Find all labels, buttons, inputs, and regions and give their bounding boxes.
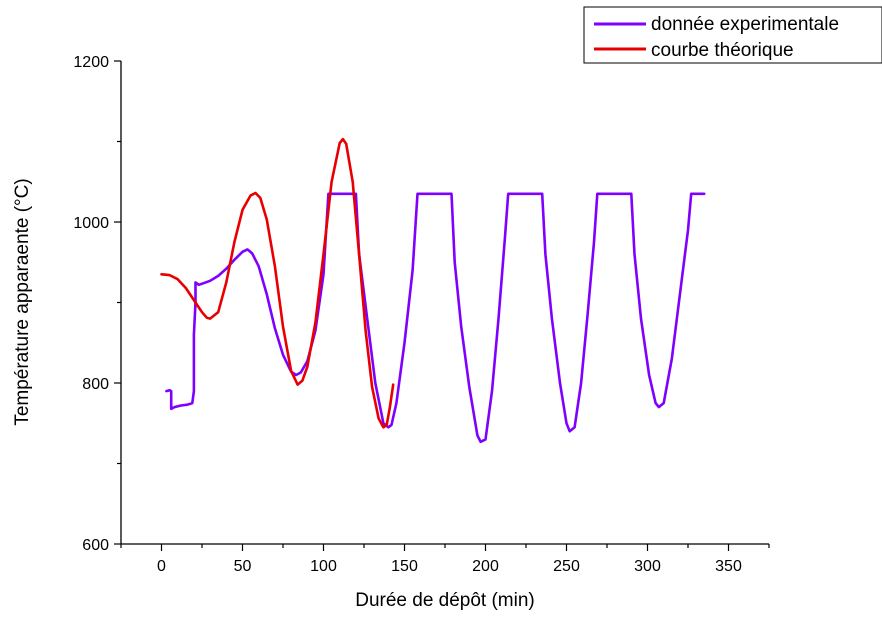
x-tick-label: 50: [234, 558, 252, 575]
y-tick-label: 600: [82, 537, 109, 554]
x-tick-label: 150: [391, 558, 418, 575]
x-tick-label: 250: [553, 558, 580, 575]
legend-label-theoretical: courbe théorique: [651, 40, 794, 61]
y-tick-label: 1000: [73, 215, 109, 232]
legend: donnée experimentale courbe théorique: [583, 6, 882, 64]
x-tick-label: 350: [715, 558, 742, 575]
y-tick-label: 1200: [73, 54, 109, 71]
y-tick-label: 800: [82, 376, 109, 393]
x-tick-label: 0: [157, 558, 166, 575]
x-tick-label: 100: [310, 558, 337, 575]
plot-layer: [160, 137, 706, 444]
x-axis-title: Durée de dépôt (min): [355, 590, 535, 611]
x-tick-label: 200: [472, 558, 499, 575]
axis-layer: 0 50 100 150 200 250 300 350 600 800 1000 1200: [73, 54, 770, 575]
y-axis-title: Température apparaente (°C): [12, 178, 33, 425]
legend-label-experimental: donnée experimentale: [651, 14, 839, 35]
series-line-0: [165, 192, 706, 444]
legend-box: [583, 6, 882, 64]
x-tick-label: 300: [634, 558, 661, 575]
series-line-1: [160, 137, 395, 429]
